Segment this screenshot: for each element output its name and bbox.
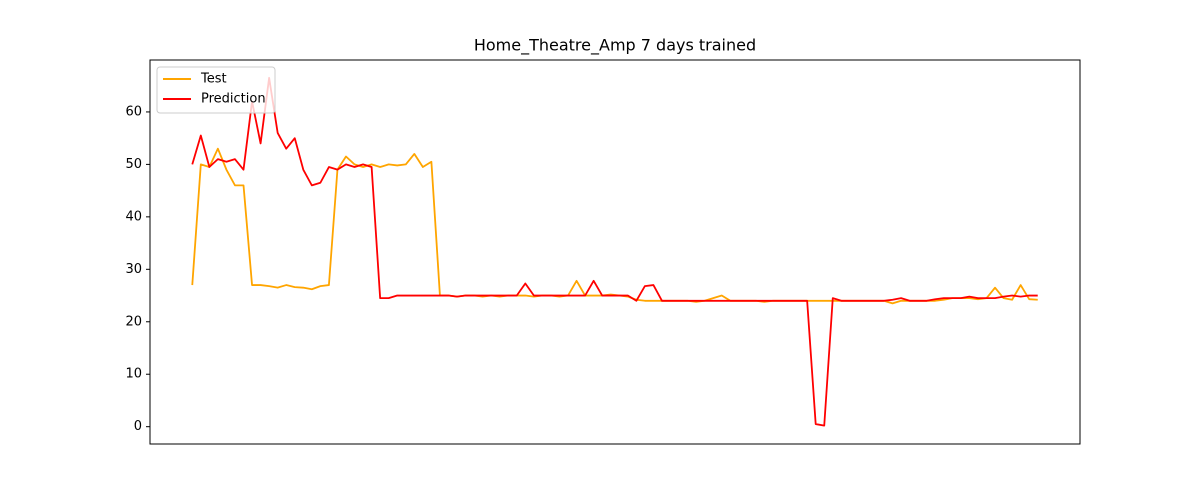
y-tick-label: 30 (125, 262, 142, 277)
y-tick-label: 60 (125, 104, 142, 119)
y-tick-label: 10 (125, 367, 142, 382)
y-tick-label: 20 (125, 314, 142, 329)
y-tick-label: 40 (125, 209, 142, 224)
legend-label: Test (200, 72, 227, 87)
legend: Test Prediction (156, 66, 276, 114)
y-tick-label: 50 (125, 157, 142, 172)
legend-label: Prediction (201, 92, 266, 107)
y-tick-label: 0 (134, 419, 142, 434)
chart-title: Home_Theatre_Amp 7 days trained (474, 36, 756, 56)
plot-frame (149, 59, 1081, 445)
series-line (191, 76, 1038, 427)
